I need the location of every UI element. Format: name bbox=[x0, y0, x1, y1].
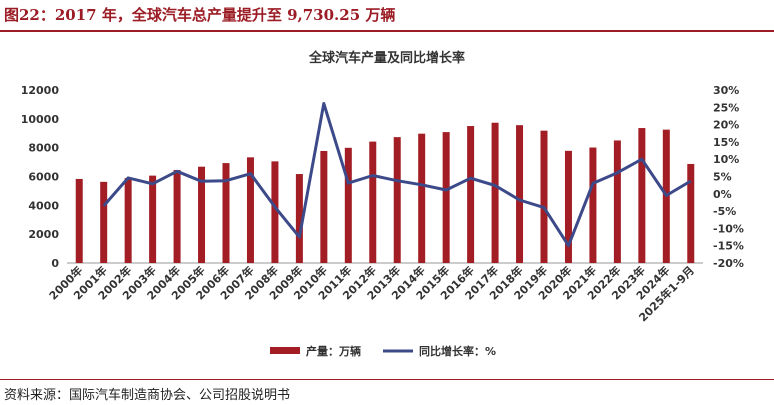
bar bbox=[75, 178, 83, 263]
y-tick-label-left: 10000 bbox=[21, 113, 60, 126]
y-tick-label-left: 8000 bbox=[28, 142, 59, 155]
chart-svg: 全球汽车产量及同比增长率 0 2000 4000 6000 8000 10000 12000… bbox=[21, 50, 744, 358]
y-tick-label-right: 0% bbox=[713, 188, 732, 201]
bar bbox=[516, 125, 524, 263]
bar bbox=[222, 163, 230, 263]
source-note: 资料来源：国际汽车制造商协会、公司招股说明书 bbox=[4, 388, 291, 403]
bar bbox=[271, 161, 279, 263]
bar bbox=[173, 170, 181, 263]
y-tick-label-right: 15% bbox=[713, 136, 739, 149]
bar bbox=[613, 140, 621, 263]
legend-label-bar: 产量：万辆 bbox=[306, 344, 361, 358]
y-tick-label-right: -10% bbox=[713, 222, 744, 235]
y-tick-label-left: 12000 bbox=[21, 84, 60, 97]
y-tick-label-right: 5% bbox=[713, 171, 732, 184]
source-rule bbox=[0, 379, 774, 380]
legend-swatch-bar bbox=[270, 347, 300, 354]
figure-title: 图22：2017 年，全球汽车总产量提升至 9,730.25 万辆 bbox=[4, 6, 396, 24]
bar bbox=[442, 132, 450, 263]
bar bbox=[124, 178, 132, 263]
bar bbox=[540, 130, 548, 263]
bar bbox=[246, 157, 254, 263]
bar bbox=[638, 128, 646, 263]
bar bbox=[344, 147, 352, 263]
bar bbox=[295, 174, 303, 263]
bar bbox=[491, 122, 499, 263]
y-tick-label-right: 25% bbox=[713, 101, 739, 114]
bar bbox=[564, 150, 572, 263]
y-tick-label-right: 10% bbox=[713, 153, 739, 166]
bar bbox=[589, 147, 597, 263]
bar bbox=[149, 175, 157, 263]
y-tick-label-left: 2000 bbox=[28, 228, 59, 241]
y-tick-label-right: -15% bbox=[713, 240, 744, 253]
plot-area: 0 2000 4000 6000 8000 10000 12000 -20% -15% -10% -… bbox=[21, 84, 744, 324]
title-rule bbox=[0, 30, 774, 32]
y-tick-label-left: 0 bbox=[51, 257, 59, 270]
legend-label-line: 同比增长率：% bbox=[419, 344, 496, 358]
bar bbox=[320, 150, 328, 263]
bar bbox=[418, 133, 426, 263]
bar bbox=[393, 137, 401, 263]
chart-title: 全球汽车产量及同比增长率 bbox=[308, 50, 465, 66]
bar bbox=[100, 181, 108, 263]
y-tick-label-right: -5% bbox=[713, 205, 736, 218]
bar bbox=[198, 166, 206, 263]
y-tick-label-right: -20% bbox=[713, 257, 744, 270]
bar bbox=[369, 141, 377, 263]
bar bbox=[687, 163, 695, 263]
y-tick-label-right: 20% bbox=[713, 119, 739, 132]
legend: 产量：万辆 同比增长率：% bbox=[270, 344, 496, 358]
y-tick-label-left: 6000 bbox=[28, 171, 59, 184]
y-tick-label-left: 4000 bbox=[28, 199, 59, 212]
y-tick-label-right: 30% bbox=[713, 84, 739, 97]
bar bbox=[467, 126, 475, 264]
growth-rate-line bbox=[102, 102, 692, 248]
